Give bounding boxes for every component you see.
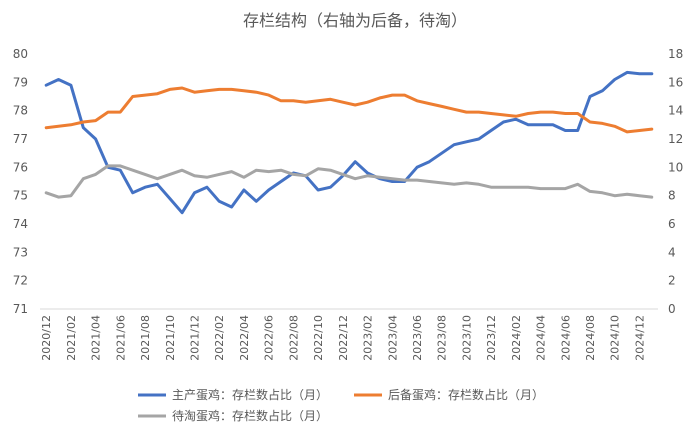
y-left-tick-label: 71 (13, 302, 28, 316)
x-tick-label: 2021/08 (139, 315, 152, 361)
y-right-tick-label: 8 (668, 189, 676, 203)
x-tick-label: 2023/04 (386, 315, 399, 361)
x-tick-label: 2023/10 (460, 315, 473, 361)
x-tick-label: 2022/06 (263, 315, 276, 361)
y-right-tick-label: 12 (668, 132, 683, 146)
y-left-tick-label: 77 (13, 132, 28, 146)
y-left-tick-label: 79 (13, 75, 28, 89)
legend-label: 主产蛋鸡：存栏数占比（月） (172, 387, 328, 402)
x-tick-label: 2022/10 (312, 315, 325, 361)
y-right-tick-label: 18 (668, 47, 683, 61)
y-left-tick-label: 73 (13, 245, 28, 259)
y-right-tick-label: 4 (668, 245, 676, 259)
y-left-tick-label: 78 (13, 104, 28, 118)
x-tick-label: 2024/12 (633, 315, 646, 361)
x-tick-label: 2022/12 (337, 315, 350, 361)
x-tick-label: 2021/06 (114, 315, 127, 361)
x-tick-label: 2021/02 (65, 315, 78, 361)
series-line-2 (44, 86, 654, 134)
chart-title: 存栏结构（右轴为后备，待淘） (243, 11, 467, 30)
series-lines (44, 70, 654, 215)
x-tick-label: 2023/06 (411, 315, 424, 361)
y-left-tick-label: 80 (13, 47, 28, 61)
y-left-tick-label: 72 (13, 274, 28, 288)
y-right-tick-label: 14 (668, 104, 683, 118)
x-tick-label: 2023/08 (436, 315, 449, 361)
x-tick-label: 2023/02 (362, 315, 375, 361)
axes: 71 72 73 74 75 76 77 78 79 80 0 2 4 6 8 10 12 14 16 18 2020/… (13, 47, 684, 361)
x-tick-label: 2022/02 (213, 315, 226, 361)
x-tick-label: 2022/08 (287, 315, 300, 361)
series-line-3 (44, 164, 654, 199)
legend: 主产蛋鸡：存栏数占比（月） 后备蛋鸡：存栏数占比（月） 待淘蛋鸡：存栏数占比（月） (138, 387, 544, 423)
y-left-tick-label: 76 (13, 160, 28, 174)
x-tick-label: 2021/04 (90, 315, 103, 361)
x-tick-label: 2023/12 (485, 315, 498, 361)
y-right-tick-label: 10 (668, 160, 683, 174)
x-tick-label: 2021/10 (164, 315, 177, 361)
y-left-tick-label: 75 (13, 189, 28, 203)
x-tick-label: 2022/04 (238, 315, 251, 361)
x-tick-label: 2021/12 (189, 315, 202, 361)
x-tick-label: 2024/04 (535, 315, 548, 361)
x-tick-label: 2024/02 (510, 315, 523, 361)
x-tick-label: 2020/12 (40, 315, 53, 361)
x-tick-label: 2024/10 (609, 315, 622, 361)
legend-label: 后备蛋鸡：存栏数占比（月） (388, 387, 544, 402)
y-right-tick-label: 6 (668, 217, 676, 231)
y-right-tick-label: 2 (668, 274, 676, 288)
y-right-tick-label: 0 (668, 302, 676, 316)
y-right-tick-label: 16 (668, 75, 683, 89)
y-left-tick-label: 74 (13, 217, 28, 231)
x-tick-label: 2024/08 (584, 315, 597, 361)
legend-label: 待淘蛋鸡：存栏数占比（月） (172, 408, 328, 423)
series-line-1 (44, 70, 654, 215)
x-tick-label: 2024/06 (559, 315, 572, 361)
